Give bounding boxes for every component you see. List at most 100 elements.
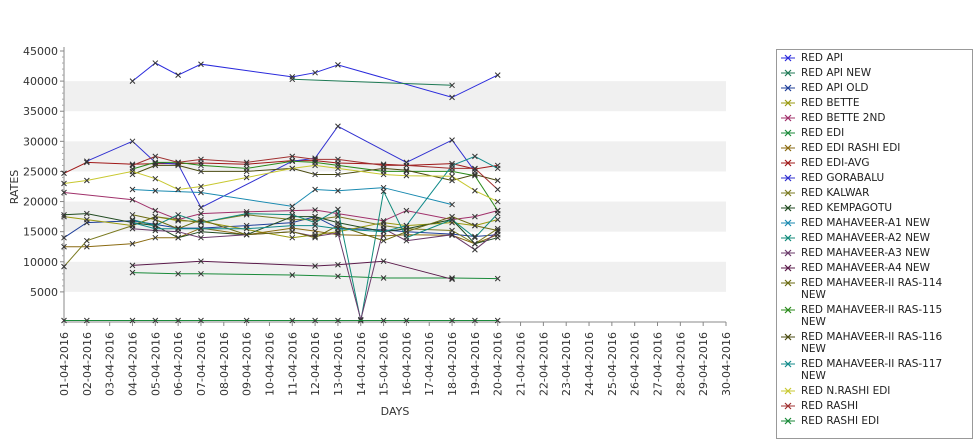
data-point (449, 276, 455, 283)
data-point (380, 171, 387, 178)
x-tick-label: 12-04-2016 (309, 332, 322, 396)
data-point (198, 168, 204, 175)
data-point (61, 189, 67, 196)
data-point (335, 187, 341, 194)
data-point (449, 275, 455, 281)
data-point (380, 317, 387, 324)
legend-marker-icon (781, 129, 795, 137)
legend-marker-icon (781, 417, 795, 425)
legend-item: RED N.RASHI EDI (777, 385, 972, 397)
legend-label: RED RASHI EDI (801, 415, 880, 427)
series-15 (129, 258, 455, 283)
data-point (335, 61, 341, 68)
x-tick-label: 30-04-2016 (720, 332, 733, 396)
x-tick-label: 09-04-2016 (241, 332, 254, 396)
data-point (83, 237, 90, 244)
x-tick-label: 07-04-2016 (195, 332, 208, 396)
data-point (472, 171, 478, 178)
data-point (83, 317, 90, 324)
data-point (289, 222, 296, 229)
data-point (335, 230, 341, 236)
y-tick-label: 20000 (23, 196, 58, 209)
legend-marker-icon (781, 114, 795, 122)
legend-item: RED MAHAVEER-A4 NEW (777, 262, 972, 274)
data-point (335, 317, 341, 324)
series-6 (129, 269, 501, 282)
legend: RED API RED API NEW RED API OLD RED BETTE RE… (776, 49, 973, 439)
x-axis: 01-04-2016 02-04-2016 03-04-2016 04-04-2016… (58, 321, 733, 396)
series-22 (61, 317, 501, 324)
y-axis-title: RATES (8, 170, 21, 205)
data-point (61, 170, 67, 177)
y-tick-label: 40000 (23, 75, 58, 88)
data-point (83, 216, 90, 223)
legend-marker-icon (781, 84, 795, 92)
legend-marker-icon (781, 54, 795, 62)
data-point (129, 78, 136, 84)
x-tick-label: 24-04-2016 (583, 332, 596, 396)
data-point (403, 222, 410, 229)
legend-label: RED BETTE 2ND (801, 112, 886, 124)
legend-item: RED BETTE 2ND (777, 112, 972, 124)
data-point (472, 222, 478, 229)
legend-item: RED BETTE (777, 97, 972, 109)
data-point (472, 153, 478, 160)
legend-marker-icon (781, 360, 795, 368)
data-point (403, 207, 410, 214)
data-point (335, 273, 341, 280)
x-tick-label: 22-04-2016 (537, 332, 550, 396)
x-tick-label: 21-04-2016 (515, 332, 528, 396)
data-point (129, 162, 136, 169)
x-tick-label: 01-04-2016 (58, 332, 71, 396)
data-point (449, 231, 455, 238)
data-point (494, 177, 501, 184)
data-point (61, 211, 67, 218)
legend-label: RED MAHAVEER-II RAS-115 NEW (801, 304, 943, 328)
data-point (289, 158, 296, 165)
data-point (494, 207, 501, 214)
x-tick-label: 16-04-2016 (400, 332, 413, 396)
x-tick-label: 27-04-2016 (652, 332, 665, 396)
x-tick-label: 19-04-2016 (469, 332, 482, 396)
series-line (292, 78, 453, 86)
data-point (289, 165, 296, 172)
series-12 (129, 184, 455, 210)
data-point (129, 317, 136, 324)
series-line (132, 189, 499, 321)
legend-label: RED KALWAR (801, 187, 870, 199)
data-point (312, 222, 318, 229)
data-point (449, 94, 455, 101)
series-line (132, 260, 453, 280)
data-point (312, 234, 318, 241)
legend-item: RED EDI-AVG (777, 157, 972, 169)
data-point (494, 198, 501, 205)
data-point (380, 275, 387, 281)
data-point (61, 234, 67, 241)
data-point (312, 207, 318, 213)
data-point (449, 173, 455, 180)
legend-marker-icon (781, 219, 795, 227)
data-point (403, 162, 410, 169)
data-point (312, 156, 318, 163)
x-tick-label: 10-04-2016 (263, 332, 276, 396)
legend-item: RED MAHAVEER-A2 NEW (777, 232, 972, 244)
x-tick-label: 06-04-2016 (172, 332, 185, 396)
data-point (380, 228, 387, 235)
legend-label: RED EDI-AVG (801, 157, 870, 169)
legend-label: RED API OLD (801, 82, 869, 94)
legend-marker-icon (781, 174, 795, 182)
data-point (152, 234, 159, 241)
data-point (312, 233, 318, 240)
legend-label: RED GORABALU (801, 172, 885, 184)
data-point (175, 186, 181, 193)
x-tick-label: 17-04-2016 (423, 332, 436, 396)
data-point (494, 165, 501, 172)
data-point (494, 72, 501, 78)
legend-item: RED MAHAVEER-II RAS-115 NEW (777, 304, 972, 328)
data-point (335, 171, 341, 178)
y-tick-label: 10000 (23, 256, 58, 269)
x-tick-label: 28-04-2016 (674, 332, 687, 396)
data-point (494, 216, 501, 223)
data-point (129, 186, 136, 193)
x-tick-label: 03-04-2016 (104, 332, 117, 396)
